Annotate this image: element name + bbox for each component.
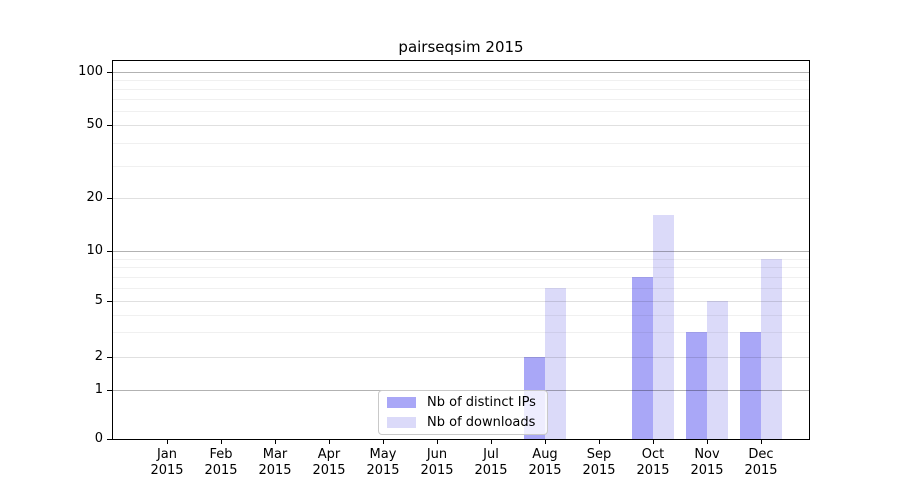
x-tick-mark-feb <box>220 439 222 444</box>
legend-swatch-downloads <box>387 417 416 428</box>
y-axis-label-50: 50 <box>86 117 103 132</box>
x-axis-label-mar: Mar 2015 <box>245 447 305 479</box>
x-label-month: Jun <box>426 447 448 462</box>
gridline-y-8 <box>113 267 809 269</box>
y-axis-label-0: 0 <box>94 431 103 446</box>
x-axis-label-feb: Feb 2015 <box>191 447 251 479</box>
x-label-year: 2015 <box>744 463 778 478</box>
x-axis-label-jun: Jun 2015 <box>407 447 467 479</box>
x-axis-label-apr: Apr 2015 <box>299 447 359 479</box>
x-axis-label-may: May 2015 <box>353 447 413 479</box>
x-label-month: Sep <box>586 447 612 462</box>
x-tick-mark-jul <box>490 439 492 444</box>
gridline-y-90 <box>113 80 809 82</box>
gridline-y-4 <box>113 314 809 316</box>
x-label-month: May <box>369 447 397 462</box>
x-tick-mark-apr <box>328 439 330 444</box>
x-label-year: 2015 <box>150 463 184 478</box>
x-tick-mark-oct <box>652 439 654 444</box>
gridline-y-10 <box>113 251 809 252</box>
gridline-y-30 <box>113 165 809 167</box>
x-label-year: 2015 <box>312 463 346 478</box>
y-tick-mark-100 <box>107 72 112 73</box>
y-axis-label-20: 20 <box>86 190 103 205</box>
y-axis-label-10: 10 <box>86 243 103 258</box>
x-label-year: 2015 <box>528 463 562 478</box>
gridline-y-20 <box>113 198 809 199</box>
legend-swatch-distinct-ips <box>387 397 416 408</box>
x-label-year: 2015 <box>258 463 292 478</box>
x-label-year: 2015 <box>636 463 670 478</box>
x-tick-mark-aug <box>544 439 546 444</box>
gridline-y-6 <box>113 287 809 289</box>
y-axis-label-100: 100 <box>78 64 103 79</box>
gridline-y-3 <box>113 332 809 334</box>
x-label-month: Jul <box>483 447 499 462</box>
x-label-month: Feb <box>209 447 233 462</box>
bar-downloads-aug <box>545 287 566 439</box>
x-label-month: Mar <box>262 447 288 462</box>
x-axis-label-aug: Aug 2015 <box>515 447 575 479</box>
y-tick-mark-50 <box>107 125 112 126</box>
gridline-y-2 <box>113 357 809 358</box>
gridline-y-50 <box>113 125 809 126</box>
bar-distinct-ips-dec <box>740 332 761 439</box>
x-label-month: Oct <box>641 447 665 462</box>
x-axis-label-sep: Sep 2015 <box>569 447 629 479</box>
gridline-y-60 <box>113 111 809 113</box>
bar-downloads-dec <box>761 258 782 439</box>
gridline-y-70 <box>113 99 809 101</box>
x-label-year: 2015 <box>366 463 400 478</box>
x-label-year: 2015 <box>582 463 616 478</box>
y-axis-label-5: 5 <box>94 293 103 308</box>
x-label-year: 2015 <box>690 463 724 478</box>
x-axis-label-oct: Oct 2015 <box>623 447 683 479</box>
x-tick-mark-sep <box>598 439 600 444</box>
x-tick-mark-jan <box>166 439 168 444</box>
chart-title: pairseqsim 2015 <box>398 38 524 56</box>
x-axis-label-dec: Dec 2015 <box>731 447 791 479</box>
y-axis-label-1: 1 <box>94 382 103 397</box>
x-label-month: Aug <box>532 447 558 462</box>
gridline-y-40 <box>113 142 809 144</box>
x-axis-label-jul: Jul 2015 <box>461 447 521 479</box>
legend-item-distinct-ips: Nb of distinct IPs <box>387 396 539 409</box>
y-tick-mark-1 <box>107 390 112 391</box>
x-label-month: Nov <box>694 447 720 462</box>
y-tick-mark-2 <box>107 357 112 358</box>
y-axis-label-2: 2 <box>94 349 103 364</box>
x-label-year: 2015 <box>420 463 454 478</box>
x-tick-mark-nov <box>706 439 708 444</box>
legend-item-downloads: Nb of downloads <box>387 416 539 429</box>
x-label-year: 2015 <box>204 463 238 478</box>
x-label-month: Apr <box>317 447 341 462</box>
x-axis-label-nov: Nov 2015 <box>677 447 737 479</box>
y-tick-mark-5 <box>107 301 112 302</box>
x-axis-label-jan: Jan 2015 <box>137 447 197 479</box>
legend-label-distinct-ips: Nb of distinct IPs <box>427 395 536 410</box>
gridline-y-7 <box>113 276 809 278</box>
x-label-year: 2015 <box>474 463 508 478</box>
x-tick-mark-mar <box>274 439 276 444</box>
gridline-y-100 <box>113 72 809 73</box>
x-tick-mark-jun <box>436 439 438 444</box>
bar-distinct-ips-nov <box>686 332 707 439</box>
gridline-y-9 <box>113 258 809 260</box>
gridline-y-80 <box>113 89 809 91</box>
bar-downloads-nov <box>707 301 728 439</box>
y-tick-mark-0 <box>107 439 112 440</box>
bar-downloads-oct <box>653 215 674 439</box>
bar-distinct-ips-oct <box>632 276 653 439</box>
y-tick-mark-10 <box>107 251 112 252</box>
x-label-month: Dec <box>748 447 774 462</box>
legend-label-downloads: Nb of downloads <box>427 415 536 430</box>
y-tick-mark-20 <box>107 198 112 199</box>
legend: Nb of distinct IPs Nb of downloads <box>378 390 548 435</box>
x-tick-mark-may <box>382 439 384 444</box>
x-tick-mark-dec <box>760 439 762 444</box>
plot-area: 0 1 2 5 10 20 50 100 Jan 2015 Feb 2015 Mar 2015 Apr 201… <box>78 60 810 478</box>
gridline-y-5 <box>113 301 809 302</box>
x-label-month: Jan <box>156 447 178 462</box>
